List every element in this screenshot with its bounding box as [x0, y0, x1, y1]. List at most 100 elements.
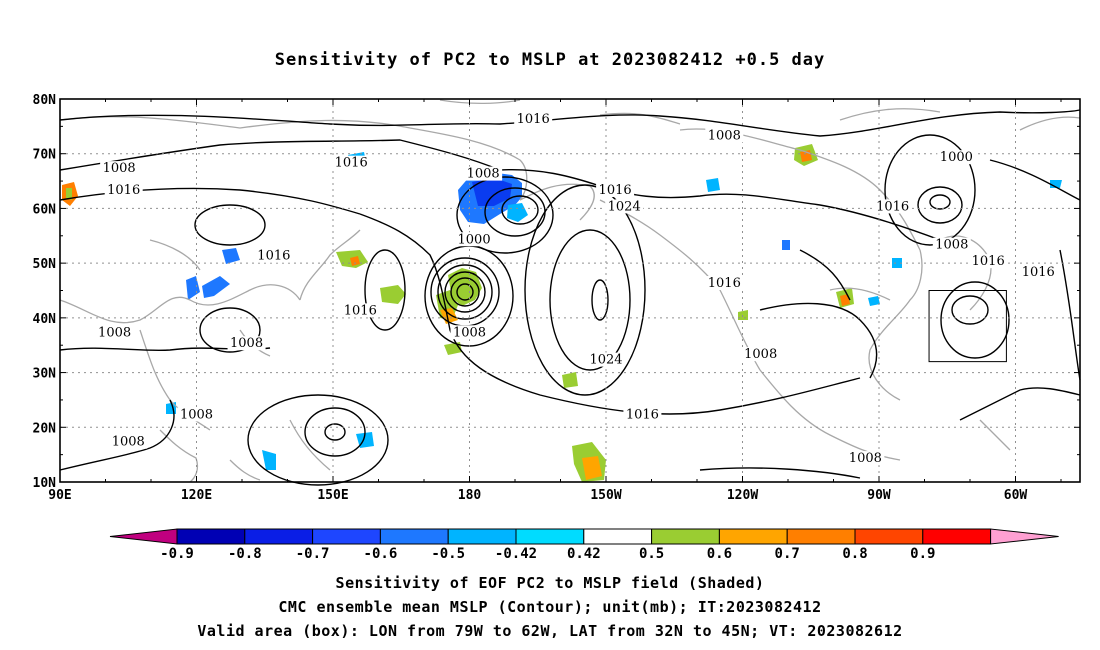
colorbar-label: 0.7 [775, 546, 800, 562]
colorbar-label: -0.6 [364, 546, 398, 562]
contour-label: 1000 [458, 232, 491, 247]
contour-label: 1016 [344, 303, 377, 318]
contour-label-bg [969, 254, 1008, 269]
colorbar-label: 0.9 [910, 546, 935, 562]
colorbar-triangle-high [990, 528, 1059, 545]
colorbar-label: -0.5 [431, 546, 465, 562]
colorbar: -0.9 -0.8 -0.7 -0.6 -0.5 -0.42 0.42 0.5 0.6 0.7 0.… [109, 528, 1059, 562]
colorbar-segment [922, 528, 992, 545]
lon-tick-label: 90W [867, 488, 891, 503]
contour-label: 1008 [849, 451, 882, 466]
contour-label-bg [464, 166, 503, 181]
colorbar-segment [312, 528, 381, 545]
colorbar-segment [786, 528, 856, 545]
caption-line-2: CMC ensemble mean MSLP (Contour); unit(m… [278, 598, 822, 616]
contour-label: 1016 [335, 156, 368, 171]
contour-label-bg [227, 336, 266, 351]
contour-label-bg [332, 155, 371, 170]
contour-label: 1008 [744, 347, 777, 362]
contour-label-bg [1019, 265, 1058, 280]
contour-label: 1008 [112, 435, 145, 450]
colorbar-label: -0.42 [495, 546, 537, 562]
contour-label: 1016 [1022, 265, 1055, 280]
contour-label: 1016 [107, 183, 140, 198]
colorbar-label: 0.42 [567, 546, 601, 562]
lon-tick-label: 120E [181, 488, 212, 503]
caption-line-3: Valid area (box): LON from 79W to 62W, L… [197, 622, 903, 640]
lat-tick-label: 70N [33, 148, 57, 163]
contour-label-bg [741, 347, 780, 362]
colorbar-triangle-low [109, 528, 178, 545]
contour-label: 1008 [935, 238, 968, 253]
contour-label: 1016 [876, 199, 909, 214]
contour-label: 1008 [708, 128, 741, 143]
lon-tick-label: 120W [727, 488, 758, 503]
lat-tick-label: 60N [33, 202, 57, 217]
colorbar-segment [718, 528, 788, 545]
contour-label-bg [341, 303, 380, 318]
contour-label: 1016 [599, 183, 632, 198]
contour-label: 1008 [467, 167, 500, 182]
colorbar-label: -0.7 [296, 546, 330, 562]
contour-label: 1016 [257, 249, 290, 264]
lat-tick-label: 80N [33, 93, 57, 108]
colorbar-segment [583, 528, 653, 545]
colorbar-label: 0.8 [842, 546, 867, 562]
lon-tick-label: 150E [317, 488, 348, 503]
colorbar-segment [651, 528, 720, 545]
contour-label-bg [937, 150, 976, 165]
lat-tick-label: 40N [33, 312, 57, 327]
lat-tick-label: 50N [33, 257, 57, 272]
contour-label-bg [605, 199, 644, 214]
contour-label: 1000 [940, 150, 973, 165]
contour-label-bg [705, 276, 744, 291]
lon-tick-label: 180 [458, 488, 482, 503]
lat-tick-label: 10N [33, 476, 57, 491]
contour-label: 1008 [453, 325, 486, 340]
colorbar-segment [176, 528, 246, 545]
contour-label: 1016 [517, 112, 550, 127]
colorbar-segment [854, 528, 924, 545]
colorbar-segment [515, 528, 585, 545]
contour-label-bg [514, 111, 553, 126]
contour-label-bg [455, 232, 494, 247]
contour-label-bg [95, 325, 134, 340]
lon-tick-label: 150W [590, 488, 621, 503]
contour-label-bg [100, 161, 139, 176]
contour-label-bg [932, 237, 971, 252]
contour-label-bg [109, 434, 148, 449]
contour-label-bg [873, 199, 912, 214]
colorbar-segment [379, 528, 449, 545]
contour-label: 1024 [589, 353, 622, 368]
contour-label: 1008 [180, 407, 213, 422]
mslp-contours [59, 109, 1081, 486]
contour-label-bg [177, 407, 216, 422]
map-title: Sensitivity of PC2 to MSLP at 2023082412… [274, 50, 826, 70]
contour-label-bg [104, 183, 143, 198]
contour-label-bg [450, 325, 489, 340]
contour-label-bg [623, 407, 662, 422]
contour-label: 1016 [972, 254, 1005, 269]
contour-label-bg [846, 451, 885, 466]
contour-label: 1024 [608, 199, 641, 214]
colorbar-label: -0.9 [160, 546, 194, 562]
colorbar-segment [244, 528, 314, 545]
contour-label-bg [705, 128, 744, 143]
map-frame [59, 98, 1081, 483]
sensitivity-shading [62, 144, 1062, 482]
colorbar-segment [447, 528, 517, 545]
lat-tick-label: 20N [33, 421, 57, 436]
caption-line-1: Sensitivity of EOF PC2 to MSLP field (Sh… [335, 574, 765, 592]
contour-label-bg [587, 352, 625, 367]
contour-label-bg [596, 183, 635, 198]
contour-label: 1008 [230, 336, 263, 351]
lon-tick-label: 60W [1004, 488, 1028, 503]
lon-tick-label: 90E [48, 488, 71, 503]
lat-tick-label: 30N [33, 367, 57, 382]
colorbar-label: 0.6 [707, 546, 732, 562]
contour-label: 1008 [103, 161, 136, 176]
contour-label: 1016 [708, 276, 741, 291]
colorbar-label: -0.8 [228, 546, 262, 562]
